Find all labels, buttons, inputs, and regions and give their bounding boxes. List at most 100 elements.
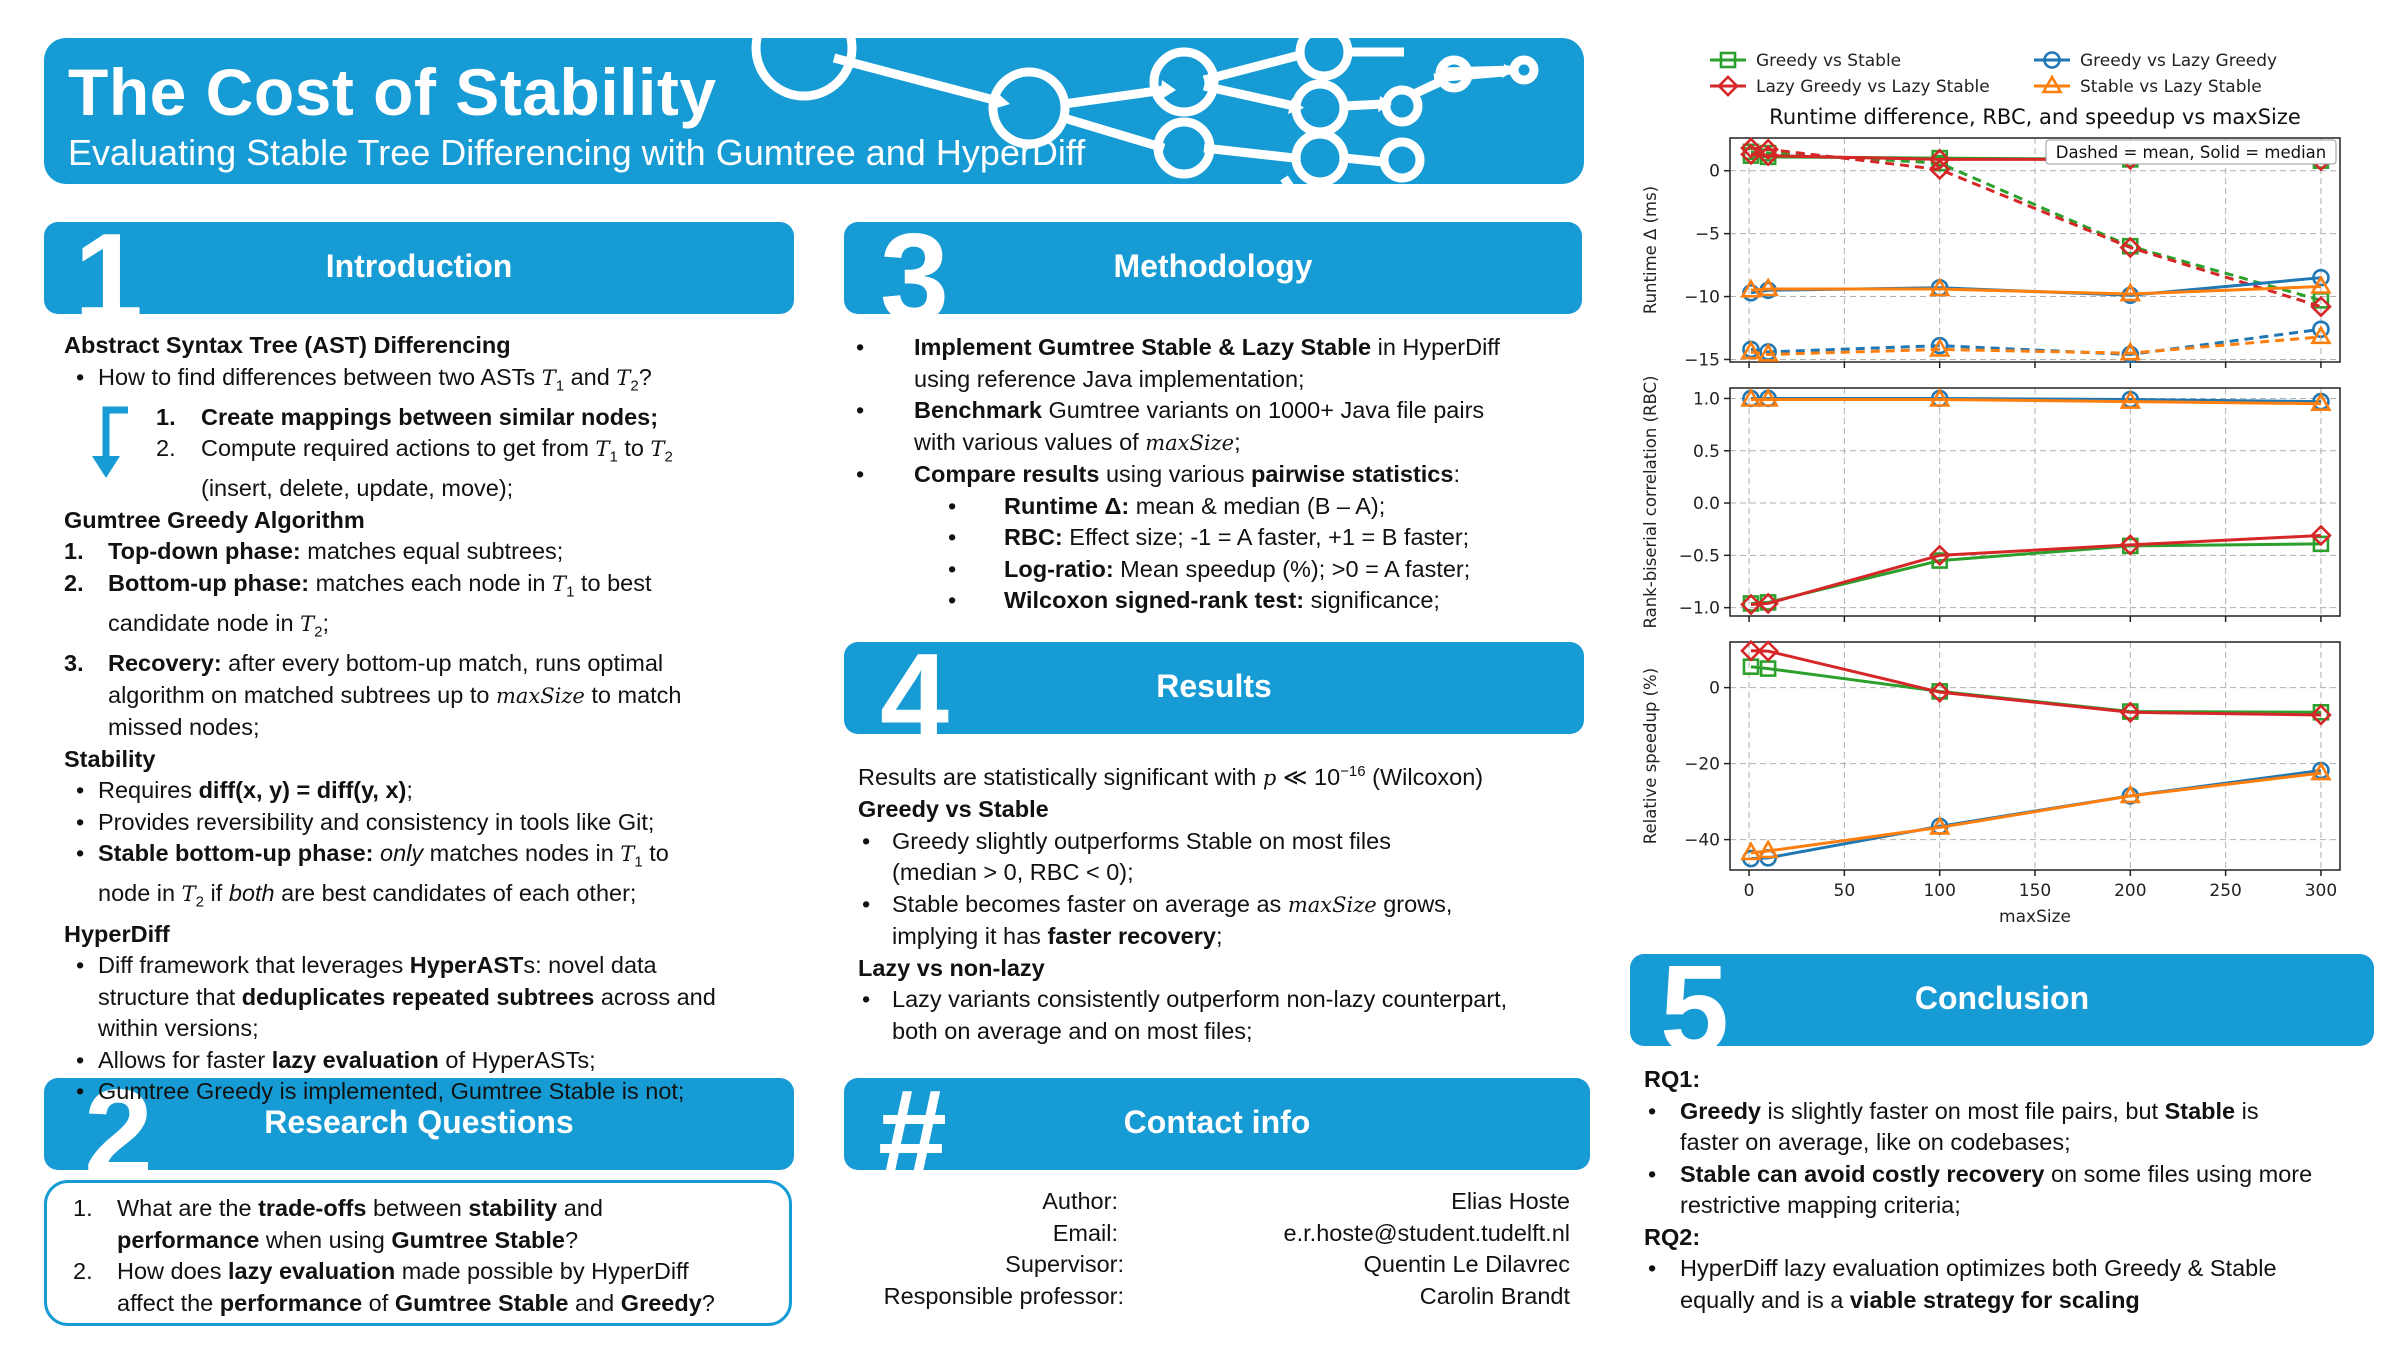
legend-marker: [1719, 51, 1737, 69]
x-tick-label: 150: [2019, 881, 2051, 901]
runtime-rbc-speedup-chart: Greedy vs Stable Greedy vs Lazy Greedy Laz…: [1641, 51, 2341, 927]
data-point: [1757, 277, 1779, 297]
contact-row: Supervisor: Quentin Le Dilavrec: [860, 1249, 1570, 1281]
data-point: [1757, 387, 1779, 407]
legend-label: Lazy Greedy vs Lazy Stable: [1756, 77, 1990, 97]
series-line: [1750, 146, 2322, 309]
data-point: [2310, 392, 2332, 411]
legend-label: Greedy vs Stable: [1756, 51, 1901, 71]
data-point: [1740, 137, 1762, 159]
data-point: [1757, 144, 1779, 167]
series-line: [1750, 665, 2321, 714]
poster-title: The Cost of Stability: [68, 55, 717, 129]
series-line: [1750, 335, 2322, 356]
contact-value: Carolin Brandt: [1419, 1282, 1570, 1309]
contact-label: Supervisor:: [1005, 1251, 1124, 1277]
chart-title: Runtime difference, RBC, and speedup vs …: [1769, 105, 2301, 129]
data-point: [1757, 640, 1779, 662]
conclusion-content: RQ1: • Greedy is slightly faster on most …: [1644, 1064, 2384, 1316]
data-point: [1931, 552, 1948, 569]
chart-note: Dashed = mean, Solid = median: [2056, 143, 2326, 162]
x-tick-label: 200: [2114, 881, 2146, 901]
data-point: [1740, 143, 1762, 166]
hyperdiff-heading: HyperDiff: [64, 920, 170, 947]
y-axis-label: Runtime Δ (ms): [1641, 186, 1660, 314]
research-questions-box: 1. What are the trade-offs between stabil…: [44, 1180, 792, 1326]
list-item: • Benchmark Gumtree variants on 1000+ Jav…: [856, 397, 1485, 423]
y-axis-label: Rank-biserial correlation (RBC): [1641, 376, 1660, 629]
list-item: • Lazy variants consistently outperform n…: [862, 986, 1508, 1013]
data-point: [2119, 389, 2142, 409]
lazy-vs-nonlazy-heading: Lazy vs non-lazy: [858, 954, 1045, 981]
list-item-continuation: using reference Java implementation;: [914, 365, 1305, 392]
data-point: [2310, 325, 2332, 345]
ast-heading: Abstract Syntax Tree (AST) Differencing: [64, 332, 511, 358]
list-item-continuation: both on average and on most files;: [892, 1017, 1253, 1044]
data-point: [1757, 592, 1779, 615]
list-item-continuation: structure that deduplicates repeated sub…: [98, 983, 716, 1010]
section-title: Contact info: [1123, 1104, 1311, 1140]
contact-label: Author:: [1042, 1188, 1118, 1214]
section-header-results: 4 Results: [844, 636, 1584, 760]
y-tick-label: −15: [1684, 350, 1720, 370]
y-tick-label: −20: [1684, 755, 1720, 775]
list-item: • Implement Gumtree Stable & Lazy Stable …: [856, 334, 1500, 360]
list-item-continuation: with various values of maxSize;: [914, 428, 1241, 455]
list-item: • Log-ratio: Mean speedup (%); >0 = A fas…: [948, 555, 1471, 582]
results-content: Results are statistically significant wi…: [858, 756, 1588, 1047]
list-item: • How to find differences between two AST…: [76, 363, 652, 395]
introduction-content: Abstract Syntax Tree (AST) Differencing …: [64, 330, 794, 1108]
legend-label: Stable vs Lazy Stable: [2080, 77, 2262, 97]
data-point: [1740, 387, 1762, 407]
data-point: [1757, 839, 1779, 859]
list-item-continuation: missed nodes;: [108, 714, 260, 741]
list-item-continuation: (insert, delete, update, move);: [201, 475, 514, 502]
y-tick-label: 0: [1709, 679, 1720, 699]
section-number: 2: [84, 1065, 153, 1203]
list-item-continuation: (median > 0, RBC < 0);: [892, 859, 1134, 886]
legend-marker: [2041, 74, 2063, 94]
greedy-heading: Gumtree Greedy Algorithm: [64, 506, 365, 533]
list-item-continuation: node in T2 if both are best candidates o…: [98, 880, 637, 912]
series-line: [1750, 649, 2321, 717]
data-point: [2119, 282, 2142, 302]
list-item-continuation: restrictive mapping criteria;: [1680, 1192, 1961, 1218]
data-point: [1928, 158, 1951, 181]
series-line: [1750, 771, 2322, 855]
data-point: [1928, 544, 1951, 567]
list-item: 1. Top-down phase: matches equal subtrees…: [64, 538, 564, 565]
data-point: [1928, 148, 1951, 171]
list-item: • Greedy slightly outperforms Stable on m…: [862, 827, 1391, 854]
greedy-vs-stable-heading: Greedy vs Stable: [858, 796, 1049, 823]
poster-subtitle: Evaluating Stable Tree Differencing with…: [68, 132, 1086, 173]
legend-label: Greedy vs Lazy Greedy: [2080, 51, 2277, 71]
section-header-research-questions: 2 Research Questions: [44, 1072, 794, 1196]
email-link[interactable]: e.r.hoste@student.tudelft.nl: [1283, 1219, 1570, 1246]
list-item: 1. What are the trade-offs between stabil…: [73, 1195, 603, 1221]
list-item-continuation: implying it has faster recovery;: [892, 923, 1223, 950]
list-item: • Compare results using various pairwise …: [856, 461, 1460, 487]
y-tick-label: −10: [1684, 288, 1720, 308]
y-tick-label: 0: [1709, 162, 1720, 182]
x-tick-label: 250: [2209, 881, 2241, 901]
y-tick-label: 1.0: [1693, 389, 1720, 409]
arrow-down-icon: [92, 406, 128, 478]
list-item-continuation: within versions;: [98, 1015, 259, 1042]
y-tick-label: −1.0: [1679, 599, 1720, 619]
data-point: [2312, 268, 2330, 287]
data-point: [1757, 342, 1779, 362]
data-point: [1740, 841, 1762, 861]
list-item: • Gumtree Greedy is implemented, Gumtree …: [76, 1078, 685, 1105]
note-box: [2045, 139, 2337, 165]
list-item: 2. How does lazy evaluation made possible…: [73, 1258, 689, 1284]
list-item: • Wilcoxon signed-rank test: significance…: [948, 587, 1440, 613]
data-point: [1928, 337, 1951, 357]
data-point: [1928, 387, 1951, 407]
contact-label: Email:: [1052, 1219, 1118, 1246]
list-item: • Provides reversibility and consistency …: [76, 808, 655, 835]
data-point: [1928, 815, 1951, 835]
x-tick-label: 0: [1744, 881, 1755, 901]
rq2-heading: RQ2:: [1644, 1223, 1701, 1250]
contact-row: Author: Elias Hoste: [860, 1186, 1570, 1218]
contact-row: Responsible professor: Carolin Brandt: [860, 1281, 1570, 1313]
